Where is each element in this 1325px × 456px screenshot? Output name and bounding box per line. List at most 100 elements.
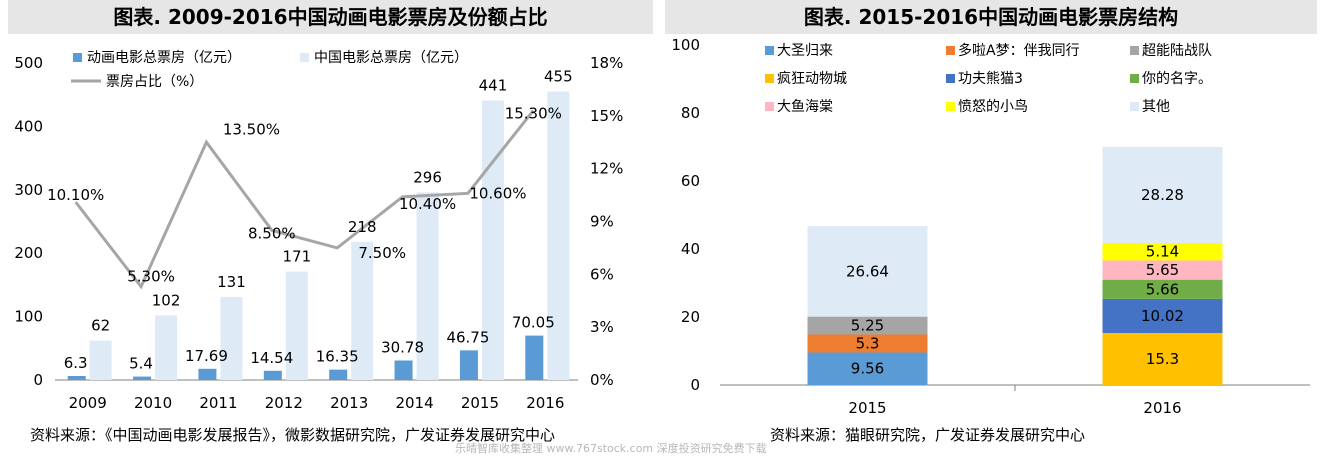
legend-swatch <box>946 102 955 111</box>
segment-label: 5.66 <box>1146 280 1179 298</box>
y-tick-label: 300 <box>14 181 43 199</box>
animation-box-office-bar <box>198 368 217 380</box>
stacked-segment <box>807 334 928 353</box>
legend-swatch <box>765 102 774 111</box>
animation-bar-label: 30.78 <box>381 338 424 356</box>
y-tick-label: 200 <box>14 244 43 262</box>
segment-label: 26.64 <box>846 262 889 280</box>
y-tick-label: 500 <box>14 54 43 72</box>
stacked-segment <box>1102 260 1223 280</box>
share-line-label: 13.50% <box>223 120 280 138</box>
animation-box-office-bar <box>394 360 413 380</box>
legend-swatch <box>1130 74 1139 83</box>
animation-box-office-bar <box>67 376 86 380</box>
stacked-segment <box>807 352 928 385</box>
segment-label: 5.25 <box>851 317 884 335</box>
y-tick-label: 0 <box>33 371 43 389</box>
segment-label: 5.65 <box>1146 261 1179 279</box>
legend-swatch <box>765 74 774 83</box>
y-tick-label: 400 <box>14 117 43 135</box>
y-tick-label: 20 <box>681 308 700 326</box>
box-office-structure-chart: 0 20 40 60 80 100 2015 2016 9.56 5.35.25 26.64 15.3… <box>671 36 1310 417</box>
total-bar-label: 62 <box>91 317 110 335</box>
share-line-label: 8.50% <box>248 224 296 242</box>
legend-swatch <box>946 74 955 83</box>
legend-label: 中国电影总票房（亿元） <box>314 50 468 66</box>
animation-box-office-bar <box>459 350 478 380</box>
animation-bar-label: 14.54 <box>250 349 293 367</box>
share-line-label: 10.60% <box>469 184 526 202</box>
animation-bar-label: 5.4 <box>129 355 153 373</box>
total-box-office-bar <box>416 192 439 380</box>
x-tick-label: 2016 <box>1143 399 1181 417</box>
y2-tick-label: 12% <box>590 160 623 178</box>
animation-bar-label: 17.69 <box>185 347 228 365</box>
legend-label: 动画电影总票房（亿元） <box>87 50 241 66</box>
legend-swatch <box>73 53 82 62</box>
x-tick-label: 2015 <box>848 399 886 417</box>
y2-tick-label: 9% <box>590 213 614 231</box>
share-line-label: 10.40% <box>399 195 456 213</box>
total-bar-label: 131 <box>217 273 246 291</box>
legend-label: 多啦A梦：伴我同行 <box>958 42 1080 59</box>
x-tick-label: 2014 <box>395 394 433 412</box>
animation-bar-label: 6.3 <box>64 354 88 372</box>
y-tick-label: 60 <box>681 172 700 190</box>
stacked-segment <box>1102 279 1223 299</box>
segment-label: 10.02 <box>1141 307 1184 325</box>
legend-label: 你的名字。 <box>1142 71 1212 87</box>
y-tick-label: 100 <box>671 36 700 54</box>
legend-swatch <box>765 46 774 55</box>
total-box-office-bar <box>220 296 243 380</box>
stacked-segment <box>1102 298 1223 333</box>
animation-bar-label: 16.35 <box>316 348 359 366</box>
share-line <box>74 109 535 290</box>
animation-box-office-bar <box>133 376 152 380</box>
animation-box-office-bar <box>329 369 348 380</box>
y-tick-label: 80 <box>681 104 700 122</box>
share-line-label: 5.30% <box>127 268 175 286</box>
stacked-segment <box>807 226 928 317</box>
segment-label: 15.3 <box>1146 350 1179 368</box>
stacked-segment <box>1102 332 1223 385</box>
watermark: 乐晴智库收集整理 www.767stock.com 深度投资研究免费下载 <box>455 442 767 455</box>
y-tick-label: 40 <box>681 240 700 258</box>
total-bar-label: 102 <box>152 291 181 309</box>
x-tick-label: 2012 <box>265 394 303 412</box>
total-box-office-bar <box>351 241 374 380</box>
total-box-office-bar <box>285 271 308 380</box>
total-box-office-bar <box>155 315 178 380</box>
legend-label: 愤怒的小鸟 <box>958 99 1028 115</box>
stacked-segment <box>1102 242 1223 261</box>
total-box-office-bar <box>547 91 570 380</box>
x-tick-label: 2010 <box>134 394 172 412</box>
box-office-share-chart: 0 100 200 300 400 500 0% 3% 6% 9% 12% 15% 18% 2009 201… <box>14 50 623 412</box>
animation-box-office-bar <box>263 370 282 380</box>
segment-label: 9.56 <box>851 360 884 378</box>
y2-tick-label: 6% <box>590 265 614 283</box>
total-bar-label: 171 <box>282 248 311 266</box>
right-source-note: 资料来源：猫眼研究院，广发证券发展研究中心 <box>770 426 1086 444</box>
animation-box-office-bar <box>525 335 544 380</box>
total-bar-label: 455 <box>544 68 573 86</box>
total-bar-label: 218 <box>348 218 377 236</box>
legend-label: 超能陆战队 <box>1142 43 1212 59</box>
x-tick-label: 2013 <box>330 394 368 412</box>
animation-bar-label: 46.75 <box>446 328 489 346</box>
total-box-office-bar <box>89 340 112 380</box>
stacked-segment <box>807 316 928 335</box>
segment-label: 28.28 <box>1141 186 1184 204</box>
left-source-note: 资料来源：《中国动画电影发展报告》，微影数据研究院，广发证券发展研究中心 <box>30 426 556 444</box>
left-chart-title: 图表. 2009-2016中国动画电影票房及份额占比 <box>8 0 653 34</box>
y2-tick-label: 15% <box>590 107 623 125</box>
total-bar-label: 441 <box>479 76 508 94</box>
right-chart-title: 图表. 2015-2016中国动画电影票房结构 <box>665 0 1317 34</box>
y-tick-label: 100 <box>14 308 43 326</box>
legend-label: 大鱼海棠 <box>777 98 833 115</box>
x-tick-label: 2016 <box>526 394 564 412</box>
y-tick-label: 0 <box>690 376 700 394</box>
legend-swatch <box>1130 102 1139 111</box>
stacked-segment <box>1102 146 1223 243</box>
animation-bar-label: 70.05 <box>512 314 555 332</box>
legend-swatch <box>1130 46 1139 55</box>
